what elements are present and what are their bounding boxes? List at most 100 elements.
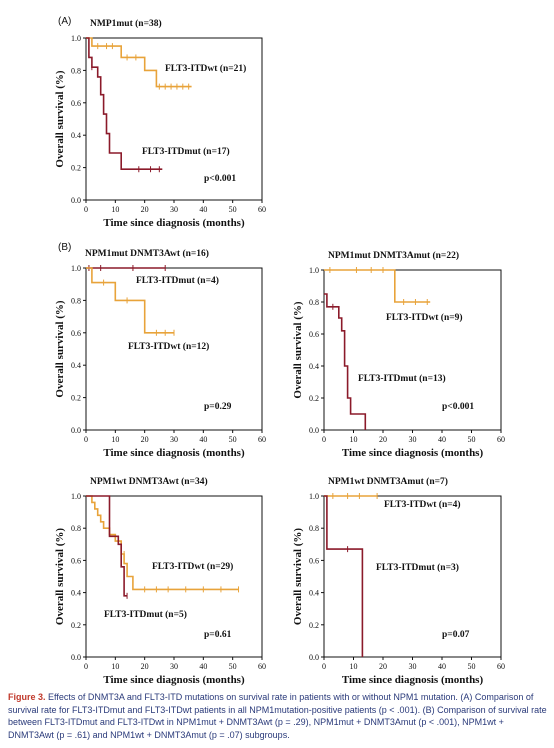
km-panel-5: 0 10 20 30 40 50 60 0.0 0.2 0.4 0.6 0.8 1.0 Time sinc… <box>292 476 505 686</box>
x-tick-label: 40 <box>438 662 446 671</box>
p-value: p<0.001 <box>442 402 474 412</box>
series-label: FLT3-ITDmut (n=13) <box>358 373 446 384</box>
series-label: FLT3-ITDmut (n=5) <box>104 609 187 620</box>
x-tick-label: 20 <box>379 435 387 444</box>
y-tick-label: 0.0 <box>71 196 81 205</box>
y-tick-label: 0.2 <box>71 164 81 173</box>
y-tick-label: 0.0 <box>309 426 319 435</box>
x-tick-label: 0 <box>322 435 326 444</box>
panel-letter-a: (A) <box>58 16 72 27</box>
survival-curve <box>324 293 367 430</box>
x-tick-label: 30 <box>409 662 417 671</box>
x-tick-label: 60 <box>258 205 266 214</box>
x-tick-label: 50 <box>229 435 237 444</box>
y-tick-label: 0.8 <box>71 66 81 75</box>
series-label: FLT3-ITDwt (n=29) <box>152 561 233 572</box>
x-tick-label: 60 <box>258 662 266 671</box>
y-tick-label: 0.8 <box>71 524 81 533</box>
y-axis-label: Overall survival (%) <box>54 70 66 167</box>
series-label: FLT3-ITDwt (n=12) <box>128 341 209 352</box>
y-tick-label: 0.6 <box>71 329 81 338</box>
x-tick-label: 40 <box>438 435 446 444</box>
km-panel-3: 0 10 20 30 40 50 60 0.0 0.2 0.4 0.6 0.8 1.0 Time sinc… <box>292 250 505 459</box>
x-tick-label: 60 <box>497 435 505 444</box>
x-tick-label: 10 <box>350 662 358 671</box>
y-tick-label: 0.4 <box>71 131 81 140</box>
survival-curve <box>324 495 364 657</box>
x-axis-label: Time since diagnosis (months) <box>342 447 484 459</box>
chart-title: NMP1mut (n=38) <box>90 18 162 29</box>
y-tick-label: 0.2 <box>309 621 319 630</box>
km-panel-2: 0 10 20 30 40 50 60 0.0 0.2 0.4 0.6 0.8 1.0 Time sinc… <box>54 248 266 459</box>
x-tick-label: 0 <box>84 435 88 444</box>
y-tick-label: 0.4 <box>71 361 81 370</box>
x-tick-label: 50 <box>468 662 476 671</box>
survival-curve <box>324 269 431 303</box>
x-tick-label: 0 <box>84 205 88 214</box>
x-tick-label: 40 <box>199 435 207 444</box>
y-axis-label: Overall survival (%) <box>54 300 66 397</box>
x-tick-label: 30 <box>170 435 178 444</box>
p-value: p=0.07 <box>442 630 470 640</box>
p-value: p=0.29 <box>204 402 232 412</box>
y-tick-label: 0.2 <box>71 621 81 630</box>
y-axis-label: Overall survival (%) <box>54 528 66 625</box>
y-tick-label: 0.2 <box>309 394 319 403</box>
y-tick-label: 0.8 <box>309 524 319 533</box>
x-tick-label: 30 <box>170 205 178 214</box>
survival-curve <box>86 495 128 597</box>
x-tick-label: 10 <box>111 205 119 214</box>
chart-title: NPM1mut DNMT3Amut (n=22) <box>328 250 459 261</box>
series-label: FLT3-ITDwt (n=9) <box>386 312 463 323</box>
y-tick-label: 0.6 <box>309 556 319 565</box>
plot-frame <box>323 495 502 658</box>
y-tick-label: 0.6 <box>71 99 81 108</box>
x-tick-label: 20 <box>379 662 387 671</box>
x-tick-label: 60 <box>497 662 505 671</box>
survival-curve <box>86 37 192 88</box>
x-tick-label: 20 <box>141 662 149 671</box>
y-tick-label: 0.4 <box>309 362 319 371</box>
y-axis-label: Overall survival (%) <box>292 301 304 398</box>
x-tick-label: 0 <box>322 662 326 671</box>
caption-lead: Figure 3. <box>8 692 46 702</box>
y-tick-label: 0.2 <box>71 394 81 403</box>
y-tick-label: 1.0 <box>309 266 319 275</box>
p-value: p<0.001 <box>204 174 236 184</box>
x-tick-label: 30 <box>409 435 417 444</box>
y-tick-label: 0.8 <box>71 296 81 305</box>
y-axis-label: Overall survival (%) <box>292 528 304 625</box>
panel-letter-b: (B) <box>58 242 72 253</box>
y-tick-label: 0.0 <box>309 653 319 662</box>
x-tick-label: 10 <box>111 662 119 671</box>
series-label: FLT3-ITDwt (n=21) <box>165 63 246 74</box>
x-tick-label: 50 <box>229 205 237 214</box>
caption-text: Effects of DNMT3A and FLT3-ITD mutations… <box>8 692 547 740</box>
p-value: p=0.61 <box>204 630 232 640</box>
chart-title: NPM1mut DNMT3Awt (n=16) <box>85 248 209 259</box>
x-tick-label: 40 <box>199 205 207 214</box>
y-tick-label: 1.0 <box>71 264 81 273</box>
chart-title: NPM1wt DNMT3Amut (n=7) <box>328 476 448 487</box>
series-label: FLT3-ITDmut (n=17) <box>142 146 230 157</box>
km-panel-1: 0 10 20 30 40 50 60 0.0 0.2 0.4 0.6 0.8 1.0 Time sinc… <box>54 18 266 229</box>
km-panel-4: 0 10 20 30 40 50 60 0.0 0.2 0.4 0.6 0.8 1.0 Time sinc… <box>54 476 266 686</box>
y-tick-label: 1.0 <box>309 492 319 501</box>
y-tick-label: 0.0 <box>71 653 81 662</box>
x-tick-label: 10 <box>350 435 358 444</box>
survival-curve <box>86 267 174 334</box>
y-tick-label: 0.0 <box>71 426 81 435</box>
y-tick-label: 0.8 <box>309 298 319 307</box>
plot-frame <box>85 495 263 658</box>
x-tick-label: 50 <box>229 662 237 671</box>
x-tick-label: 0 <box>84 662 88 671</box>
x-tick-label: 10 <box>111 435 119 444</box>
x-tick-label: 40 <box>199 662 207 671</box>
x-tick-label: 20 <box>141 435 149 444</box>
x-tick-label: 30 <box>170 662 178 671</box>
y-tick-label: 0.4 <box>71 589 81 598</box>
series-label: FLT3-ITDmut (n=4) <box>136 275 219 286</box>
y-tick-label: 1.0 <box>71 492 81 501</box>
x-tick-label: 20 <box>141 205 149 214</box>
